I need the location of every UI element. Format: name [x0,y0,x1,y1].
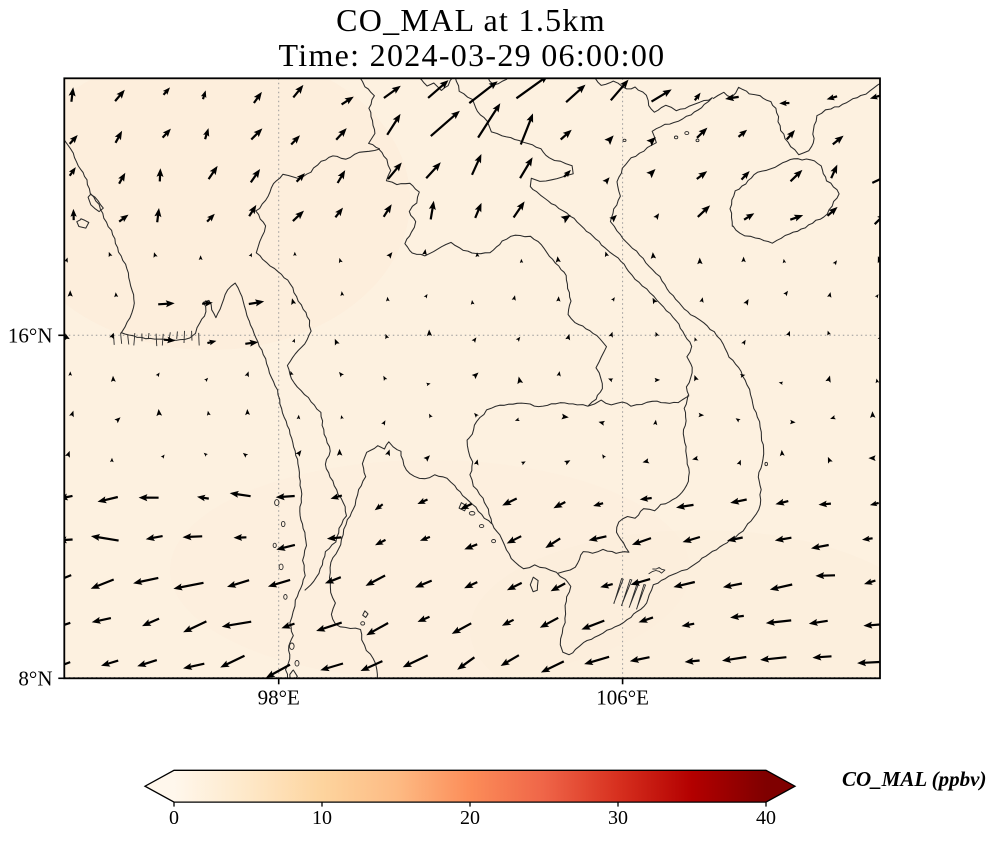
svg-text:0: 0 [169,807,179,829]
svg-text:106°E: 106°E [596,685,649,709]
svg-text:CO_MAL (ppbv): CO_MAL (ppbv) [842,767,986,791]
svg-text:98°E: 98°E [258,685,300,709]
svg-text:Time: 2024-03-29 06:00:00: Time: 2024-03-29 06:00:00 [279,37,666,73]
svg-text:CO_MAL at 1.5km: CO_MAL at 1.5km [336,2,606,38]
svg-text:40: 40 [756,807,776,829]
svg-text:20: 20 [460,807,480,829]
svg-text:16°N: 16°N [8,323,53,347]
svg-text:30: 30 [608,807,628,829]
svg-text:10: 10 [312,807,332,829]
svg-text:8°N: 8°N [18,666,52,690]
